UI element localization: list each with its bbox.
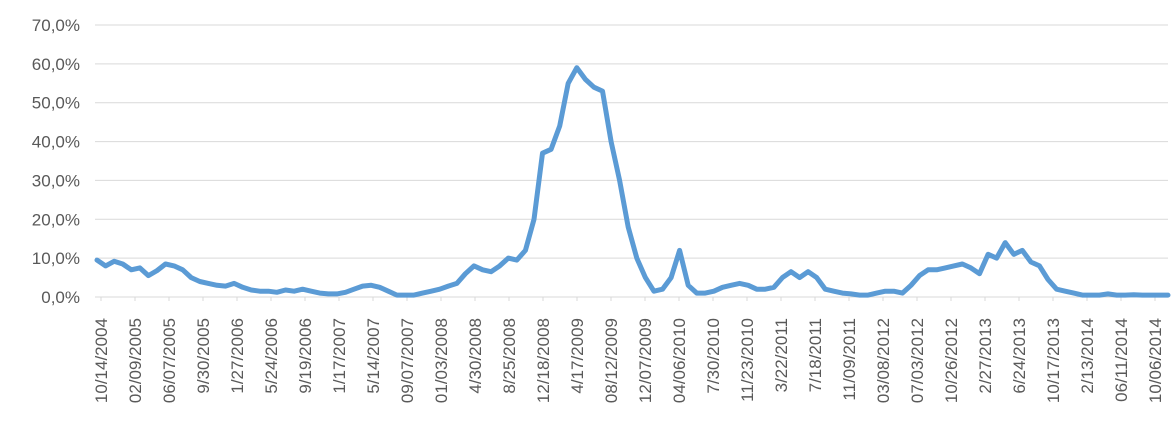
x-tick-label: 07/03/2012 xyxy=(908,318,927,403)
x-tick-label: 9/19/2006 xyxy=(296,318,315,394)
y-tick-label: 20,0% xyxy=(32,210,80,229)
x-tick-label: 09/07/2007 xyxy=(398,318,417,403)
y-tick-label: 10,0% xyxy=(32,249,80,268)
x-tick-label: 5/14/2007 xyxy=(364,318,383,394)
x-tick-label: 2/27/2013 xyxy=(976,318,995,394)
x-tick-label: 06/11/2014 xyxy=(1112,318,1131,402)
x-tick-label: 1/27/2006 xyxy=(228,318,247,394)
x-tick-label: 2/13/2014 xyxy=(1078,318,1097,394)
x-tick-label: 10/06/2014 xyxy=(1146,318,1165,403)
x-tick-label: 02/09/2005 xyxy=(126,318,145,403)
x-tick-label: 7/30/2010 xyxy=(704,318,723,394)
series-line-0 xyxy=(94,65,1171,298)
y-axis-tick-labels: 0,0% 10,0% 20,0% 30,0% 40,0% 50,0% 60,0% 70,0% xyxy=(32,16,80,307)
x-tick-label: 03/08/2012 xyxy=(874,318,893,403)
x-tick-label: 11/23/2010 xyxy=(738,318,757,402)
x-tick-label: 10/14/2004 xyxy=(92,318,111,403)
y-tick-label: 50,0% xyxy=(32,94,80,113)
x-tick-label: 10/26/2012 xyxy=(942,318,961,403)
y-tick-label: 40,0% xyxy=(32,133,80,152)
x-tick-label: 7/18/2011 xyxy=(806,318,825,392)
x-tick-label: 8/25/2008 xyxy=(500,318,519,394)
x-tick-label: 3/22/2011 xyxy=(772,318,791,392)
x-tick-label: 08/12/2009 xyxy=(602,318,621,403)
x-tick-label: 01/03/2008 xyxy=(432,318,451,403)
y-tick-label: 30,0% xyxy=(32,171,80,190)
x-tick-label: 06/07/2005 xyxy=(160,318,179,403)
x-tick-label: 12/07/2009 xyxy=(636,318,655,403)
y-tick-label: 60,0% xyxy=(32,55,80,74)
x-tick-label: 12/18/2008 xyxy=(534,318,553,403)
x-tick-label: 1/17/2007 xyxy=(330,318,349,394)
y-tick-label: 0,0% xyxy=(41,288,80,307)
x-tick-label: 4/30/2008 xyxy=(466,318,485,394)
x-tick-label: 9/30/2005 xyxy=(194,318,213,394)
x-axis-ticks xyxy=(100,297,1156,301)
x-tick-label: 10/17/2013 xyxy=(1044,318,1063,403)
series-group xyxy=(94,65,1171,298)
x-tick-label: 5/24/2006 xyxy=(262,318,281,394)
x-tick-label: 4/17/2009 xyxy=(568,318,587,394)
x-tick-label: 04/06/2010 xyxy=(670,318,689,403)
x-axis-tick-labels: 10/14/2004 02/09/2005 06/07/2005 9/30/2005 1… xyxy=(92,318,1165,403)
y-tick-label: 70,0% xyxy=(32,16,80,35)
gridlines xyxy=(95,24,1168,298)
x-tick-label: 6/24/2013 xyxy=(1010,318,1029,394)
x-tick-label: 11/09/2011 xyxy=(840,318,859,401)
